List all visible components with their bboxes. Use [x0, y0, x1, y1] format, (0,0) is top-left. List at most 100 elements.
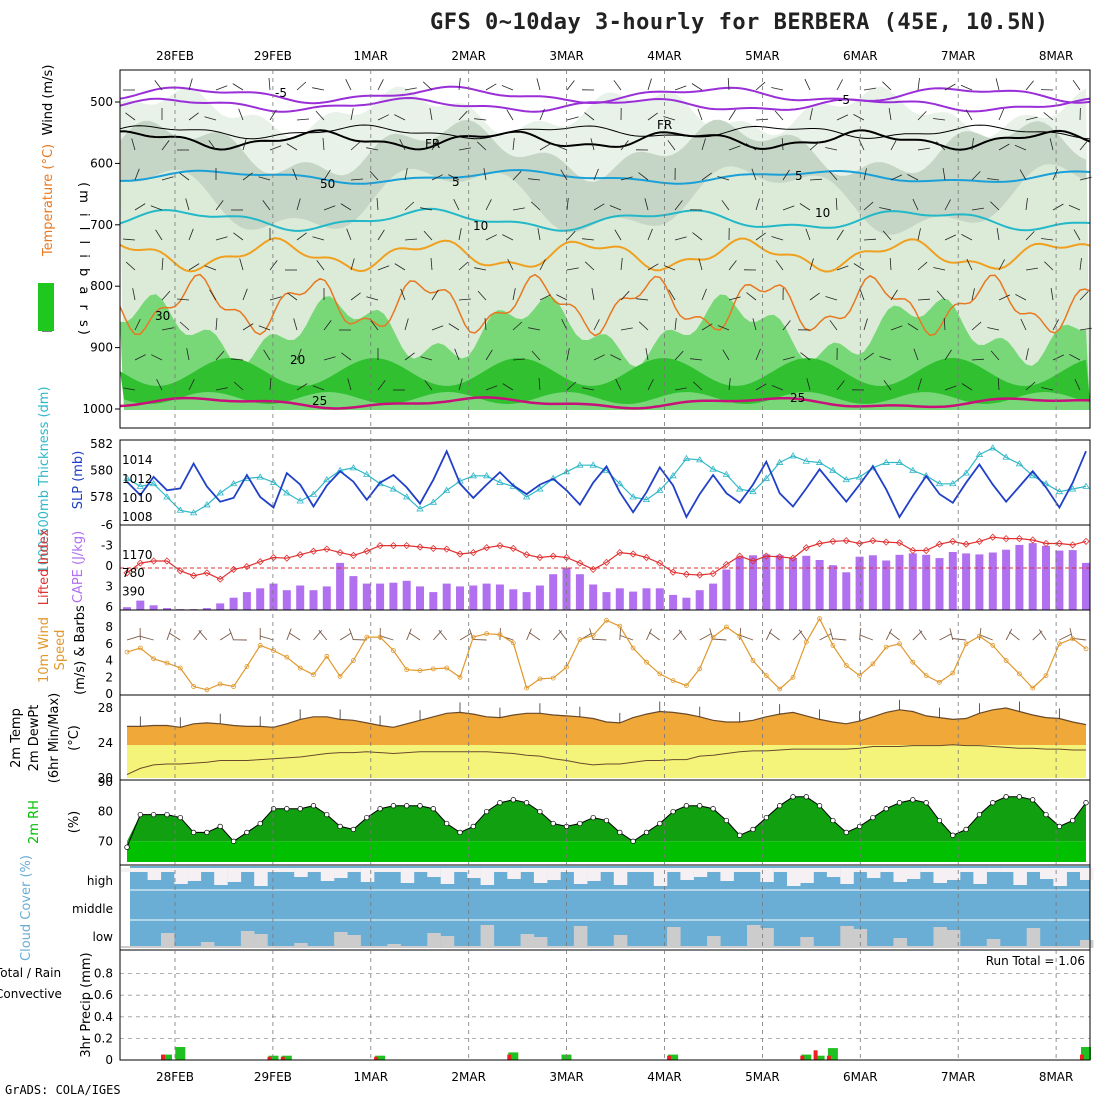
thickness-point — [802, 457, 810, 464]
wind-speed-point — [977, 633, 982, 639]
thickness-point — [403, 493, 411, 500]
wind-barb — [539, 108, 545, 121]
wind-barb — [459, 632, 472, 641]
wind-barb — [453, 199, 460, 211]
wind-barb — [979, 634, 993, 641]
wind-barb — [863, 201, 874, 211]
cape-bar — [1068, 550, 1077, 610]
wind-barb — [1052, 168, 1059, 181]
wind-barb — [323, 169, 331, 181]
wind-barb — [890, 289, 898, 301]
wind-barb — [806, 378, 811, 391]
wind-barb — [593, 168, 599, 181]
li-point — [243, 563, 251, 571]
cloud-high-gap — [627, 868, 641, 872]
cloud-high-gap — [454, 868, 468, 872]
wind-barb — [1041, 387, 1054, 391]
below-surface-mask — [120, 410, 1090, 428]
cape-bar — [669, 594, 678, 610]
wind-barb — [697, 108, 703, 121]
wind-barb — [728, 260, 737, 271]
wind-axis-label: (m/s) & Barbs — [73, 605, 88, 695]
cloud-low-bar — [414, 946, 428, 948]
thickness-point — [229, 479, 238, 487]
rh-point — [217, 823, 223, 830]
li-point — [722, 560, 730, 569]
cape-bar — [389, 582, 398, 610]
wind-barb — [429, 108, 433, 121]
wind-barb — [369, 170, 379, 181]
wind-barb — [701, 172, 712, 181]
wind-barb — [296, 383, 308, 391]
cloud-low-bar — [667, 927, 681, 948]
wind-speed-point — [710, 634, 716, 640]
wind-barb — [502, 383, 514, 391]
thickness-point — [656, 486, 664, 493]
thickness-point — [576, 461, 584, 468]
thickness-point — [855, 473, 864, 480]
wind-barb — [674, 236, 687, 241]
wind-barb — [134, 354, 146, 361]
wind-barb — [484, 317, 487, 331]
cloud-high-gap — [653, 868, 668, 886]
wind-barb — [889, 257, 892, 271]
wind-barb — [879, 207, 892, 211]
cloud-high-gap — [467, 868, 481, 878]
li-point — [416, 543, 424, 551]
wind-barb — [448, 174, 460, 181]
cloud-high-gap — [1026, 868, 1041, 872]
li-point — [163, 557, 171, 565]
wind-barb — [242, 172, 253, 181]
li-point — [909, 546, 917, 555]
wind-barb — [161, 290, 171, 301]
axis-label: Wind (m/s) — [41, 65, 56, 136]
wind-barb — [555, 145, 568, 151]
li-point — [576, 559, 584, 567]
rh-point — [497, 800, 503, 806]
wind-barb — [1005, 628, 1013, 641]
wind-barb — [647, 228, 653, 241]
cloud-high-gap — [547, 868, 561, 880]
cape-bar — [123, 607, 131, 610]
wind-barb — [619, 627, 622, 641]
wind-barb — [668, 289, 676, 301]
dewpoint-area — [127, 745, 1086, 778]
wind-barb — [566, 381, 577, 391]
cloud-low-bar — [653, 946, 668, 948]
wind-barb — [998, 108, 1005, 121]
wind-barb — [917, 78, 920, 91]
wind-barb — [156, 379, 163, 391]
wind-barb — [347, 378, 352, 391]
cloud-level-label: low — [93, 930, 114, 944]
contour-label: -5 — [275, 86, 287, 100]
li-point — [363, 547, 371, 555]
thickness-point — [309, 490, 318, 497]
wind-barb — [512, 358, 526, 361]
thickness-point — [775, 458, 784, 465]
date-label-bottom: 4MAR — [647, 1070, 682, 1084]
cloud-low-bar — [214, 946, 228, 948]
contour-label: 30 — [155, 309, 170, 323]
thickness-point — [989, 444, 997, 451]
cape-bar — [309, 590, 318, 610]
rh-point — [617, 829, 623, 836]
thickness-point — [1015, 460, 1024, 467]
wind-speed-point — [630, 645, 636, 651]
wind-barb — [800, 352, 811, 361]
wind-barb — [774, 110, 784, 121]
wind-barb — [526, 628, 532, 641]
cloud-low-bar — [707, 936, 721, 948]
cape-bar — [229, 597, 238, 610]
li-point — [203, 569, 211, 577]
cape-bar — [429, 592, 438, 610]
cloud-low-bar — [307, 946, 321, 948]
cape-bar — [1042, 545, 1050, 610]
temp-contour-5 — [120, 168, 1091, 185]
cloud-high-gap — [254, 868, 268, 886]
wind-barb — [179, 172, 190, 181]
wind-barb — [1068, 204, 1081, 211]
wind-barb — [647, 78, 652, 91]
wind-speed-point — [817, 616, 822, 622]
cape-tick-label: 1170 — [122, 548, 153, 562]
wind-barb — [798, 629, 807, 641]
